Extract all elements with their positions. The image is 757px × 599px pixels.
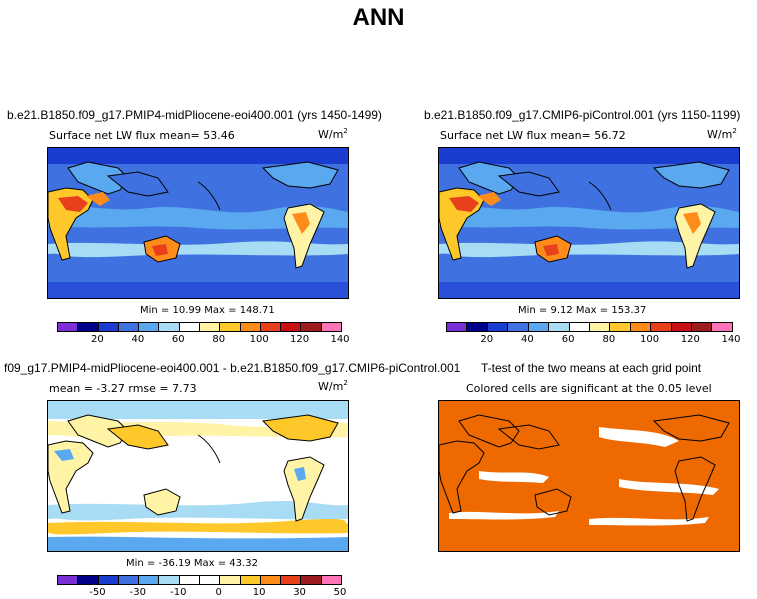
colorbar-tick-label: 40 [521, 334, 534, 345]
panel-3-colorbar [57, 575, 342, 585]
colorbar-swatch [447, 323, 468, 331]
colorbar-swatch [260, 576, 282, 584]
colorbar-tick-label: 100 [640, 334, 660, 345]
colorbar-swatch [589, 323, 611, 331]
colorbar-swatch [118, 576, 140, 584]
colorbar-tick-label: 100 [249, 334, 269, 345]
panel-3-minmax: Min = -36.19 Max = 43.32 [126, 558, 258, 569]
colorbar-tick-label: 60 [171, 334, 185, 345]
panel-1-colorbar [57, 322, 342, 332]
colorbar-swatch [240, 323, 261, 331]
colorbar-swatch [569, 323, 590, 331]
colorbar-tick-label: 120 [290, 334, 310, 345]
colorbar-tick-label: 0 [215, 587, 222, 598]
panel-2-subtitle: Surface net LW flux mean= 56.72 [440, 129, 626, 142]
colorbar-swatch [712, 323, 732, 331]
colorbar-swatch [98, 576, 119, 584]
panel-1-minmax: Min = 10.99 Max = 148.71 [140, 305, 275, 316]
panel-3-units: W/m2 [318, 379, 348, 393]
colorbar-swatch [281, 576, 302, 584]
colorbar-tick-label: -50 [89, 587, 106, 598]
colorbar-swatch [467, 323, 488, 331]
colorbar-swatch [321, 576, 341, 584]
colorbar-swatch [139, 576, 160, 584]
colorbar-swatch [487, 323, 509, 331]
colorbar-swatch [321, 323, 341, 331]
panel-4-subtitle: Colored cells are significant at the 0.0… [466, 382, 712, 395]
colorbar-swatch [179, 323, 200, 331]
colorbar-swatch [528, 323, 550, 331]
colorbar-tick-label: 10 [252, 587, 266, 598]
panel-4-title: T-test of the two means at each grid poi… [481, 361, 702, 375]
colorbar-swatch [692, 323, 713, 331]
panel-3-subtitle: mean = -3.27 rmse = 7.73 [49, 382, 197, 395]
colorbar-swatch [220, 576, 241, 584]
panel-2-colorbar [446, 322, 733, 332]
colorbar-swatch [179, 576, 200, 584]
colorbar-swatch [630, 323, 652, 331]
colorbar-tick-label: 50 [333, 587, 347, 598]
panel-2-title: b.e21.B1850.f09_g17.CMIP6-piControl.001 … [424, 108, 741, 122]
colorbar-swatch [139, 323, 160, 331]
colorbar-tick-label: 40 [131, 334, 145, 345]
colorbar-tick-label: 60 [561, 334, 575, 345]
colorbar-swatch [301, 576, 322, 584]
panel-1-title: b.e21.B1850.f09_g17.PMIP4-midPliocene-eo… [7, 108, 382, 122]
colorbar-swatch [549, 323, 570, 331]
colorbar-tick-label: 30 [293, 587, 306, 598]
panel-1-units: W/m2 [318, 127, 348, 141]
colorbar-swatch [58, 576, 79, 584]
panel-3-map [47, 400, 349, 552]
panel-1-subtitle: Surface net LW flux mean= 53.46 [49, 129, 235, 142]
colorbar-tick-label: 120 [680, 334, 700, 345]
panel-2-map [438, 147, 740, 299]
panel-2-minmax: Min = 9.12 Max = 153.37 [518, 305, 647, 316]
colorbar-swatch [240, 576, 261, 584]
colorbar-swatch [78, 323, 99, 331]
figure-title: ANN [352, 4, 405, 31]
colorbar-tick-label: -30 [129, 587, 147, 598]
colorbar-tick-label: 20 [480, 334, 494, 345]
panel-3-title: f09_g17.PMIP4-midPliocene-eoi400.001 - b… [4, 361, 461, 375]
colorbar-swatch [78, 576, 99, 584]
colorbar-swatch [199, 323, 221, 331]
colorbar-tick-label: 80 [212, 334, 226, 345]
colorbar-swatch [199, 576, 221, 584]
colorbar-swatch [260, 323, 282, 331]
panel-1-map [47, 147, 349, 299]
colorbar-swatch [98, 323, 119, 331]
colorbar-swatch [301, 323, 322, 331]
colorbar-swatch [118, 323, 140, 331]
colorbar-tick-label: -10 [170, 587, 187, 598]
colorbar-swatch [508, 323, 529, 331]
colorbar-swatch [220, 323, 241, 331]
colorbar-tick-label: 80 [602, 334, 616, 345]
colorbar-tick-label: 20 [91, 334, 104, 345]
colorbar-swatch [651, 323, 672, 331]
colorbar-swatch [159, 323, 180, 331]
colorbar-swatch [671, 323, 693, 331]
colorbar-swatch [281, 323, 302, 331]
panel-2-units: W/m2 [707, 127, 737, 141]
colorbar-tick-label: 140 [721, 334, 741, 345]
colorbar-tick-label: 140 [330, 334, 350, 345]
colorbar-swatch [58, 323, 79, 331]
colorbar-swatch [159, 576, 180, 584]
panel-4-map [438, 400, 740, 552]
colorbar-swatch [610, 323, 631, 331]
